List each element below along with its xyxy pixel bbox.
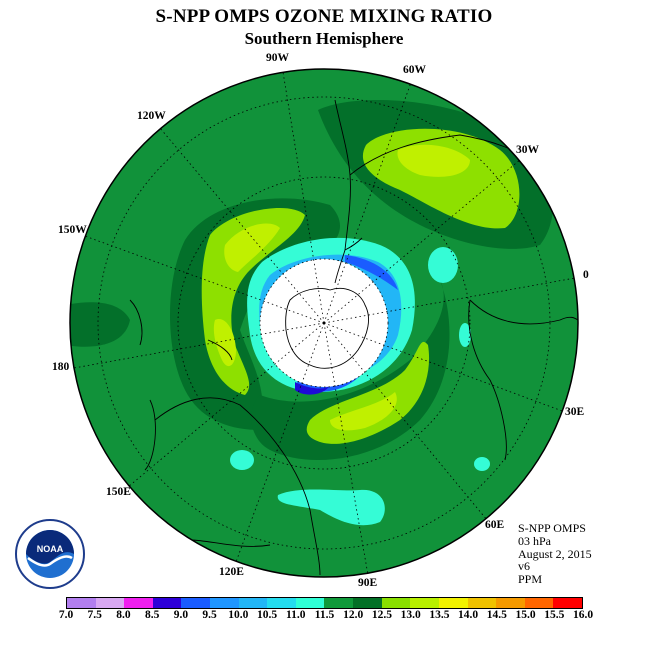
svg-text:NOAA: NOAA — [37, 544, 64, 554]
colorbar-segment — [410, 598, 439, 608]
south-pole-dot — [322, 321, 326, 325]
vortex-edge-region — [295, 382, 330, 395]
longitude-labels: 90W 60W 30W 0 30E 60E 90E 120E 150E 180 … — [52, 52, 589, 589]
colorbar-tick-label: 15.0 — [515, 609, 536, 621]
colorbar-segment — [295, 598, 325, 608]
colorbar-segment — [553, 598, 582, 608]
colorbar-tick-label: 11.0 — [286, 609, 306, 621]
info-date: August 2, 2015 — [518, 546, 592, 561]
info-version: v6 — [518, 559, 530, 574]
ozone-high-region — [224, 223, 280, 272]
colorbar-tick-label: 12.5 — [371, 609, 392, 621]
longitude-label: 60W — [403, 64, 427, 76]
colorbar-tick-label: 16.0 — [572, 609, 594, 621]
longitude-label: 30E — [565, 406, 585, 418]
cyan-patch — [459, 323, 471, 347]
colorbar-segment — [524, 598, 554, 608]
colorbar-tick-label: 9.0 — [173, 609, 189, 621]
noaa-logo: NOAA — [14, 518, 86, 595]
colorbar-segment — [467, 598, 497, 608]
longitude-label: 90W — [266, 52, 290, 64]
longitude-label: 30W — [516, 144, 540, 156]
info-satellite: S-NPP OMPS — [518, 521, 586, 535]
longitude-label: 60E — [485, 519, 505, 531]
colorbar-tick-label: 15.5 — [544, 609, 565, 621]
colorbar-segment — [496, 598, 525, 608]
colorbar-tick-label: 12.0 — [343, 609, 364, 621]
cyan-patch — [277, 489, 385, 526]
longitude-label: 90E — [358, 577, 378, 589]
ozone-high-region — [330, 392, 397, 431]
vortex-edge-region — [345, 255, 398, 290]
colorbar-tick-label: 11.5 — [314, 609, 335, 621]
colorbar-tick-label: 8.0 — [116, 609, 131, 621]
colorbar-segment — [95, 598, 125, 608]
info-pressure-level: 03 hPa — [518, 533, 551, 548]
colorbar-tick-label: 14.0 — [458, 609, 479, 621]
colorbar-segment — [152, 598, 182, 608]
colorbar-tick-label: 7.0 — [58, 609, 74, 621]
cyan-patch — [474, 457, 490, 471]
colorbar-segment — [210, 598, 239, 608]
colorbar-segment — [67, 598, 96, 608]
colorbar-tick-label: 13.0 — [400, 609, 421, 621]
cyan-patch — [428, 247, 458, 283]
colorbar-segment — [181, 598, 211, 608]
longitude-label: 0 — [583, 269, 589, 281]
colorbar-tick-label: 13.5 — [429, 609, 450, 621]
cyan-patch — [230, 450, 254, 470]
colorbar-segment — [324, 598, 354, 608]
longitude-label: 120W — [137, 110, 166, 122]
graticule — [73, 71, 576, 576]
colorbar-tick-label: 10.5 — [256, 609, 278, 621]
map-border — [69, 68, 579, 578]
longitude-label: 150E — [106, 486, 131, 498]
colorbar-segment — [353, 598, 382, 608]
info-units: PPM — [518, 572, 543, 587]
colorbar-tick-label: 14.5 — [486, 609, 507, 621]
ozone-high-region — [213, 319, 236, 367]
dark-green-region — [70, 302, 130, 347]
colorbar-tick-label: 7.5 — [87, 609, 102, 621]
colorbar-segment — [267, 598, 296, 608]
colorbar-segment — [381, 598, 411, 608]
longitude-label: 120E — [219, 566, 244, 578]
map-title: S-NPP OMPS OZONE MIXING RATIO — [155, 6, 493, 27]
colorbar-ticks: 7.0 7.5 8.0 8.5 9.0 9.5 10.0 10.5 11.0 11.5 12.0 12… — [0, 609, 648, 623]
colorbar-segment — [438, 598, 468, 608]
ozone-high-region — [397, 144, 470, 177]
colorbar-tick-label: 8.5 — [144, 609, 160, 621]
map-subtitle: Southern Hemisphere — [244, 29, 404, 48]
colorbar-tick-label: 9.5 — [202, 609, 217, 621]
colorbar — [66, 597, 583, 609]
longitude-label: 180 — [52, 361, 70, 373]
colorbar-segment — [124, 598, 153, 608]
colorbar-tick-label: 10.0 — [228, 609, 249, 621]
colorbar-segment — [238, 598, 268, 608]
longitude-label: 150W — [58, 224, 87, 236]
map-info: S-NPP OMPS 03 hPa August 2, 2015 v6 PPM — [518, 522, 592, 586]
